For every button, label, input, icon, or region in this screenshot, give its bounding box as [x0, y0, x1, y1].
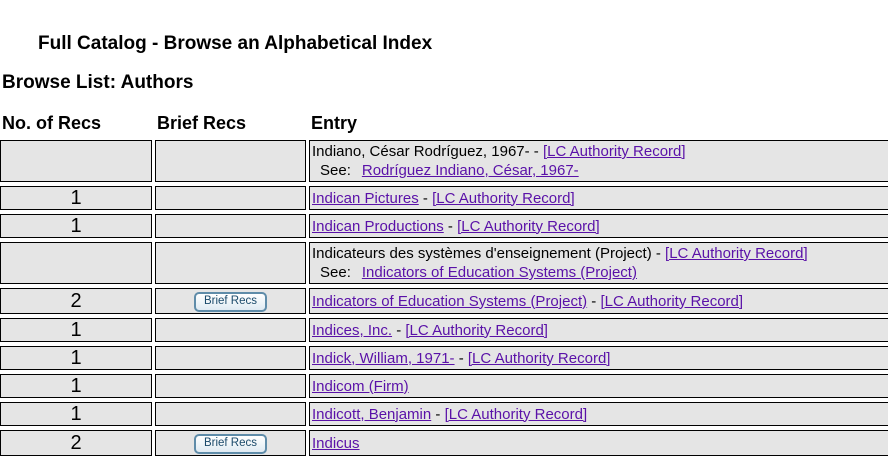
- record-count-cell: 2: [0, 430, 152, 456]
- entry-link[interactable]: Indicott, Benjamin: [312, 405, 432, 423]
- see-label: See:: [320, 162, 351, 179]
- record-count-cell: 1: [0, 214, 152, 238]
- entry-link[interactable]: Indick, William, 1971-: [312, 349, 455, 367]
- authority-record-link[interactable]: [LC Authority Record]: [600, 292, 744, 310]
- record-count-cell: 1: [0, 186, 152, 210]
- see-reference-line: See: Indicators of Education Systems (Pro…: [312, 263, 888, 282]
- table-row: 1 Indick, William, 1971- - [LC Authority …: [0, 346, 888, 370]
- table-row: Indiano, César Rodríguez, 1967- - [LC Au…: [0, 140, 888, 182]
- entry-line: Indices, Inc. - [LC Authority Record]: [312, 321, 548, 339]
- entry-line: Indicateurs des systèmes d'enseignement …: [312, 245, 808, 262]
- entry-cell: Indicott, Benjamin - [LC Authority Recor…: [309, 402, 888, 426]
- entry-name-text: Indiano, César Rodríguez, 1967-: [312, 143, 530, 160]
- record-count-cell: 2: [0, 288, 152, 314]
- entry-link[interactable]: Indicus: [312, 434, 360, 452]
- entry-line: Indican Productions - [LC Authority Reco…: [312, 217, 600, 235]
- entry-line: Indick, William, 1971- - [LC Authority R…: [312, 349, 611, 367]
- record-count-cell: 1: [0, 402, 152, 426]
- entry-name-text: Indicateurs des systèmes d'enseignement …: [312, 245, 652, 262]
- brief-recs-cell: [155, 402, 306, 426]
- record-count-cell: 1: [0, 318, 152, 342]
- table-row: 2 Brief Recs Indicus: [0, 430, 888, 456]
- record-count-cell: [0, 140, 152, 182]
- table-header-row: No. of Recs Brief Recs Entry: [0, 113, 888, 136]
- entry-line: Indiano, César Rodríguez, 1967- - [LC Au…: [312, 143, 686, 160]
- brief-recs-cell: [155, 242, 306, 284]
- table-body: Indiano, César Rodríguez, 1967- - [LC Au…: [0, 140, 888, 456]
- authority-record-link[interactable]: [LC Authority Record]: [457, 217, 600, 235]
- authority-record-link[interactable]: [LC Authority Record]: [432, 189, 575, 207]
- entry-cell: Indican Pictures - [LC Authority Record]: [309, 186, 888, 210]
- see-reference-line: See: Rodríguez Indiano, César, 1967-: [312, 161, 888, 180]
- entry-cell: Indiano, César Rodríguez, 1967- - [LC Au…: [309, 140, 888, 182]
- entry-line: Indicus: [312, 434, 888, 453]
- column-header-entry: Entry: [311, 113, 358, 133]
- brief-recs-cell: Brief Recs: [155, 430, 306, 456]
- entry-link[interactable]: Indican Productions: [312, 217, 444, 235]
- table-row: 1 Indican Pictures - [LC Authority Record…: [0, 186, 888, 210]
- table-row: 1 Indicott, Benjamin - [LC Authority Reco…: [0, 402, 888, 426]
- entry-cell: Indices, Inc. - [LC Authority Record]: [309, 318, 888, 342]
- brief-recs-button[interactable]: Brief Recs: [193, 292, 268, 312]
- brief-recs-cell: Brief Recs: [155, 288, 306, 314]
- browse-results-table: No. of Recs Brief Recs Entry Indiano, Cé…: [0, 109, 888, 460]
- entry-cell: Indicators of Education Systems (Project…: [309, 288, 888, 314]
- entry-link[interactable]: Indices, Inc.: [312, 321, 393, 339]
- table-row: 2 Brief Recs Indicators of Education Syste…: [0, 288, 888, 314]
- authority-record-link[interactable]: [LC Authority Record]: [467, 349, 611, 367]
- entry-link[interactable]: Indicom (Firm): [312, 377, 409, 395]
- entry-cell: Indicateurs des systèmes d'enseignement …: [309, 242, 888, 284]
- page-title: Full Catalog - Browse an Alphabetical In…: [38, 33, 433, 54]
- brief-recs-cell: [155, 318, 306, 342]
- entry-cell: Indick, William, 1971- - [LC Authority R…: [309, 346, 888, 370]
- entry-link[interactable]: Indican Pictures: [312, 189, 419, 207]
- brief-recs-cell: [155, 186, 306, 210]
- authority-record-link[interactable]: [LC Authority Record]: [444, 405, 588, 423]
- entry-cell: Indicom (Firm): [309, 374, 888, 398]
- brief-recs-cell: [155, 214, 306, 238]
- table-row: Indicateurs des systèmes d'enseignement …: [0, 242, 888, 284]
- authority-record-link[interactable]: [LC Authority Record]: [405, 321, 548, 339]
- table-row: 1 Indicom (Firm): [0, 374, 888, 398]
- entry-line: Indican Pictures - [LC Authority Record]: [312, 189, 575, 207]
- record-count-cell: [0, 242, 152, 284]
- brief-recs-cell: [155, 140, 306, 182]
- authority-record-link[interactable]: [LC Authority Record]: [665, 245, 808, 262]
- column-header-no-of-recs: No. of Recs: [2, 113, 102, 133]
- entry-line: Indicott, Benjamin - [LC Authority Recor…: [312, 405, 588, 423]
- see-label: See:: [320, 264, 351, 281]
- entry-cell: Indican Productions - [LC Authority Reco…: [309, 214, 888, 238]
- column-header-brief-recs: Brief Recs: [157, 113, 247, 133]
- table-row: 1 Indices, Inc. - [LC Authority Record]: [0, 318, 888, 342]
- entry-line: Indicators of Education Systems (Project…: [312, 292, 744, 310]
- see-reference-link[interactable]: Indicators of Education Systems (Project…: [361, 264, 637, 281]
- brief-recs-button[interactable]: Brief Recs: [193, 434, 268, 454]
- entry-cell: Indicus: [309, 430, 888, 456]
- entry-line: Indicom (Firm): [312, 377, 888, 396]
- brief-recs-cell: [155, 346, 306, 370]
- record-count-cell: 1: [0, 374, 152, 398]
- authority-record-link[interactable]: [LC Authority Record]: [542, 143, 686, 160]
- see-reference-link[interactable]: Rodríguez Indiano, César, 1967-: [361, 162, 579, 179]
- entry-link[interactable]: Indicators of Education Systems (Project…: [312, 292, 588, 310]
- table-row: 1 Indican Productions - [LC Authority Rec…: [0, 214, 888, 238]
- browse-list-heading: Browse List: Authors: [2, 72, 194, 93]
- record-count-cell: 1: [0, 346, 152, 370]
- brief-recs-cell: [155, 374, 306, 398]
